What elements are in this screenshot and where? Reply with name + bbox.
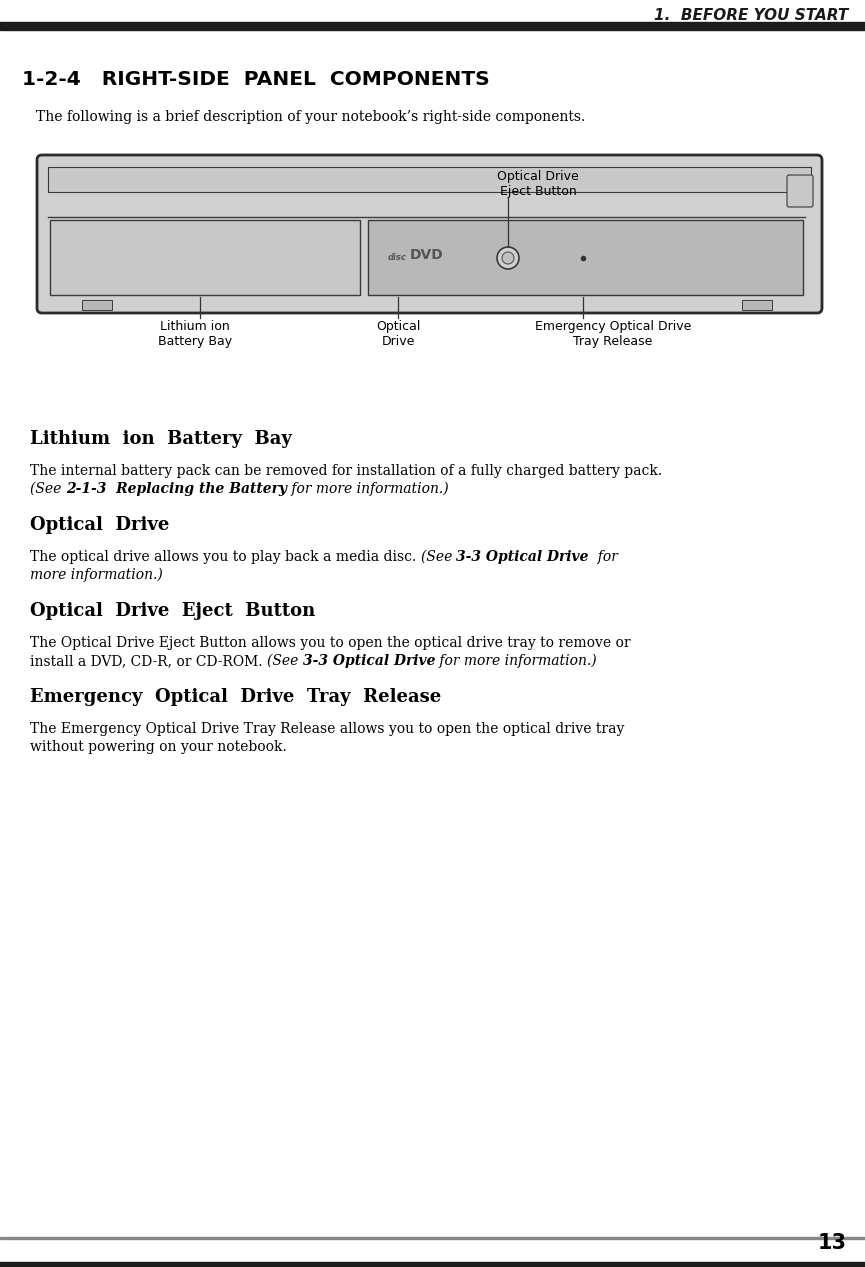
Bar	[82, 300, 112, 310]
Text: install a DVD, CD-R, or CD-ROM.: install a DVD, CD-R, or CD-ROM.	[30, 654, 267, 668]
Text: for more information.): for more information.)	[287, 481, 448, 497]
Text: 13: 13	[817, 1233, 847, 1253]
Text: Optical  Drive: Optical Drive	[30, 516, 170, 533]
Text: without powering on your notebook.: without powering on your notebook.	[30, 740, 287, 754]
Circle shape	[497, 247, 519, 269]
Text: The optical drive allows you to play back a media disc.: The optical drive allows you to play bac…	[30, 550, 420, 564]
Text: for more information.): for more information.)	[435, 654, 597, 669]
Text: Lithium  ion  Battery  Bay: Lithium ion Battery Bay	[30, 430, 292, 449]
FancyBboxPatch shape	[787, 175, 813, 207]
Bar	[742, 300, 772, 310]
Text: Emergency Optical Drive
Tray Release: Emergency Optical Drive Tray Release	[535, 321, 691, 348]
Text: 1.  BEFORE YOU START: 1. BEFORE YOU START	[654, 8, 848, 23]
Bar	[368, 220, 803, 295]
Circle shape	[502, 252, 514, 264]
Text: Optical
Drive: Optical Drive	[375, 321, 420, 348]
Text: The Emergency Optical Drive Tray Release allows you to open the optical drive tr: The Emergency Optical Drive Tray Release…	[30, 722, 625, 736]
Text: for: for	[589, 550, 618, 564]
Text: 3-3 Optical Drive: 3-3 Optical Drive	[457, 550, 589, 564]
Text: (See: (See	[267, 654, 303, 668]
Text: The internal battery pack can be removed for installation of a fully charged bat: The internal battery pack can be removed…	[30, 464, 662, 478]
Text: Optical  Drive  Eject  Button: Optical Drive Eject Button	[30, 602, 315, 620]
FancyBboxPatch shape	[37, 155, 822, 313]
Bar	[48, 167, 811, 193]
Bar	[50, 220, 360, 295]
Text: Emergency  Optical  Drive  Tray  Release: Emergency Optical Drive Tray Release	[30, 688, 441, 706]
Text: (See: (See	[30, 481, 66, 495]
Text: The following is a brief description of your notebook’s right-side components.: The following is a brief description of …	[36, 110, 586, 124]
Bar	[0, 1262, 865, 1267]
Text: Optical Drive
Eject Button: Optical Drive Eject Button	[497, 170, 579, 198]
Text: disc: disc	[388, 253, 407, 262]
Text: The Optical Drive Eject Button allows you to open the optical drive tray to remo: The Optical Drive Eject Button allows yo…	[30, 636, 631, 650]
Text: Lithium ion
Battery Bay: Lithium ion Battery Bay	[158, 321, 232, 348]
Text: (See: (See	[420, 550, 457, 564]
Text: 1-2-4   RIGHT-SIDE  PANEL  COMPONENTS: 1-2-4 RIGHT-SIDE PANEL COMPONENTS	[22, 70, 490, 89]
Text: 3-3 Optical Drive: 3-3 Optical Drive	[303, 654, 435, 668]
Text: DVD: DVD	[410, 248, 444, 262]
Text: more information.): more information.)	[30, 568, 163, 583]
Bar	[0, 1237, 865, 1239]
Text: 2-1-3  Replacing the Battery: 2-1-3 Replacing the Battery	[66, 481, 287, 495]
Bar	[0, 22, 865, 30]
